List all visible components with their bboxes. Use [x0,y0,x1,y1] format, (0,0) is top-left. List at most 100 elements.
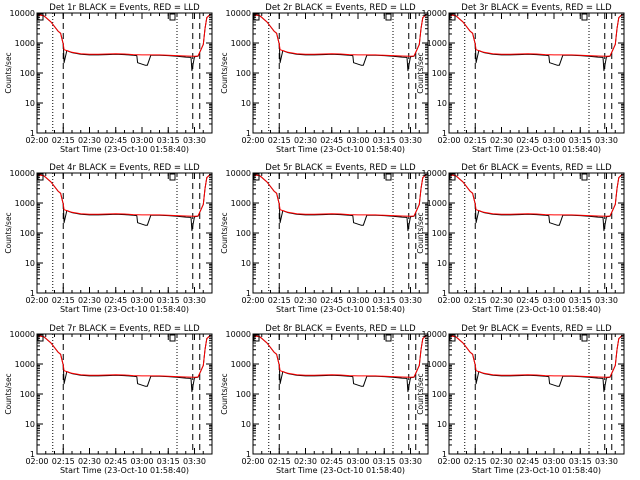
x-tick-label: 02:00 [437,457,460,466]
y-tick-label: 10000 [10,169,35,178]
corner-box-marker [449,13,456,21]
x-axis-label: Start Time (23-Oct-10 01:58:40) [276,466,405,475]
events-series-line [252,13,427,72]
y-tick-label: 100 [236,69,251,78]
chart-title: Det 6r BLACK = Events, RED = LLD [461,163,612,173]
x-tick-label: 02:30 [78,136,101,145]
corner-box-marker [581,13,588,21]
x-tick-label: 02:30 [490,457,513,466]
x-tick-label: 02:30 [294,296,317,305]
events-series-line [36,334,211,393]
y-tick-label: 100 [20,229,35,238]
chart-title: Det 3r BLACK = Events, RED = LLD [461,3,612,13]
x-tick-label: 02:15 [268,136,291,145]
chart-panel: Det 8r BLACK = Events, RED = LLD 1 10 100 10… [220,324,429,475]
chart-panel: Det 6r BLACK = Events, RED = LLD 1 10 100 10… [416,163,625,314]
y-tick-label: 1 [30,450,35,459]
x-tick-label: 02:00 [437,136,460,145]
x-tick-label: 02:15 [52,136,75,145]
x-tick-label: 03:15 [157,457,180,466]
x-tick-label: 03:30 [399,296,422,305]
x-axis-label: Start Time (23-Oct-10 01:58:40) [472,145,601,154]
x-tick-label: 02:15 [52,457,75,466]
x-tick-label: 02:15 [52,296,75,305]
x-tick-label: 02:15 [268,457,291,466]
x-tick-label: 02:30 [490,296,513,305]
x-tick-label: 03:15 [373,296,396,305]
y-tick-label: 10 [437,259,447,268]
y-axis-label: Counts/sec [4,212,13,253]
x-tick-label: 03:30 [399,457,422,466]
x-tick-label: 02:00 [437,296,460,305]
events-series-line [36,173,211,232]
y-tick-label: 1 [246,289,251,298]
events-series-line [252,334,427,393]
x-tick-label: 03:00 [346,136,369,145]
y-tick-label: 10000 [226,9,251,18]
x-axis-label: Start Time (23-Oct-10 01:58:40) [60,466,189,475]
chart-panel: Det 4r BLACK = Events, RED = LLD 1 10 100 10… [4,163,213,314]
x-tick-label: 02:15 [268,296,291,305]
x-tick-label: 03:15 [373,136,396,145]
x-tick-label: 03:15 [157,296,180,305]
y-tick-label: 1000 [427,199,447,208]
y-tick-label: 10 [241,99,251,108]
y-tick-label: 10 [25,259,35,268]
x-axis-label: Start Time (23-Oct-10 01:58:40) [276,305,405,314]
y-tick-label: 1000 [15,39,35,48]
x-tick-label: 02:45 [516,457,539,466]
y-tick-label: 10 [437,99,447,108]
corner-box-marker [253,334,260,342]
y-tick-label: 10000 [422,169,447,178]
x-tick-label: 03:00 [542,457,565,466]
y-tick-label: 10000 [422,9,447,18]
y-tick-label: 10000 [422,330,447,339]
x-tick-label: 03:00 [130,296,153,305]
x-tick-label: 03:00 [130,457,153,466]
x-tick-label: 02:00 [241,457,264,466]
x-tick-label: 03:15 [569,136,592,145]
y-axis-label: Counts/sec [4,52,13,93]
corner-box-marker [169,173,176,181]
x-tick-label: 02:45 [320,136,343,145]
x-tick-label: 02:45 [320,296,343,305]
y-tick-label: 1000 [231,39,251,48]
x-axis-label: Start Time (23-Oct-10 01:58:40) [472,466,601,475]
x-tick-label: 03:15 [569,296,592,305]
corner-box-marker [37,334,44,342]
y-tick-label: 1 [246,450,251,459]
y-tick-label: 100 [20,69,35,78]
events-series-line [448,173,623,232]
y-tick-label: 10000 [10,330,35,339]
y-tick-label: 100 [432,69,447,78]
lld-series-line [252,334,427,378]
x-tick-label: 02:15 [464,296,487,305]
y-tick-label: 1000 [427,39,447,48]
y-tick-label: 100 [236,229,251,238]
x-tick-label: 02:00 [25,457,48,466]
x-tick-label: 02:00 [241,296,264,305]
x-tick-label: 03:00 [130,136,153,145]
x-tick-label: 02:30 [78,457,101,466]
y-tick-label: 10000 [226,169,251,178]
x-tick-label: 03:30 [595,457,618,466]
x-tick-label: 03:30 [183,296,206,305]
y-tick-label: 1000 [427,360,447,369]
y-axis-label: Counts/sec [220,212,229,253]
y-axis-label: Counts/sec [220,373,229,414]
corner-box-marker [253,13,260,21]
x-tick-label: 03:30 [183,136,206,145]
y-tick-label: 100 [20,390,35,399]
x-tick-label: 03:30 [399,136,422,145]
y-tick-label: 1000 [15,199,35,208]
corner-box-marker [581,334,588,342]
chart-title: Det 7r BLACK = Events, RED = LLD [49,324,200,334]
lld-series-line [448,173,623,217]
y-tick-label: 1000 [231,199,251,208]
events-series-line [448,334,623,393]
events-series-line [252,173,427,232]
y-tick-label: 10 [25,99,35,108]
x-axis-label: Start Time (23-Oct-10 01:58:40) [472,305,601,314]
y-axis-label: Counts/sec [220,52,229,93]
chart-title: Det 1r BLACK = Events, RED = LLD [49,3,200,13]
